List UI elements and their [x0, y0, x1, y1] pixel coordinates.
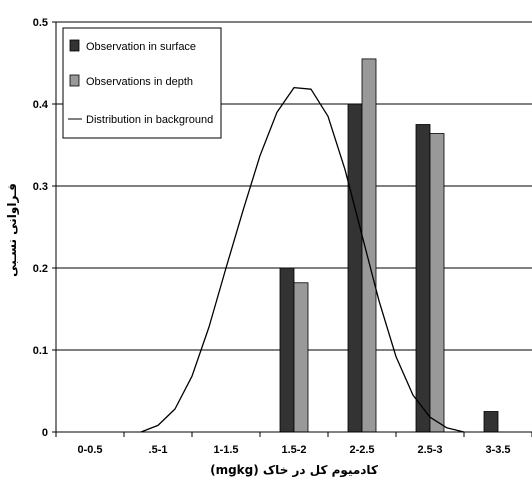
x-tick-label-4: 2-2.5 [349, 444, 374, 456]
y-tick-label-5: 0.5 [33, 17, 48, 29]
legend-label-background: Distribution in background [86, 114, 213, 126]
y-axis-title: فـراوانی نسـبی [5, 183, 20, 277]
background-distribution-curve [140, 86, 465, 433]
axes [52, 21, 532, 437]
y-tick-label-4: 0.4 [33, 99, 49, 111]
legend-label-surface: Observation in surface [86, 41, 196, 53]
y-tick-labels: 0 0.1 0.2 0.3 0.4 0.5 [33, 17, 49, 439]
y-tick-label-1: 0.1 [33, 345, 48, 357]
x-tick-label-0: 0-0.5 [77, 444, 102, 456]
bar-depth-5 [429, 133, 445, 433]
x-tick-label-5: 2.5-3 [417, 444, 442, 456]
bar-surface-4 [347, 103, 363, 433]
bars [279, 58, 499, 433]
y-tick-label-2: 0.2 [33, 263, 48, 275]
legend: Observation in surface Observations in d… [62, 27, 222, 139]
bar-surface-5 [415, 124, 431, 433]
legend-swatch-depth [69, 74, 80, 87]
x-tick-label-6: 3-3.5 [485, 444, 510, 456]
legend-label-depth: Observations in depth [86, 76, 193, 88]
bar-depth-3 [293, 282, 309, 433]
legend-swatch-surface [69, 39, 80, 52]
bar-surface-3 [279, 267, 295, 433]
x-tick-label-3: 1.5-2 [281, 444, 306, 456]
bar-surface-6 [483, 411, 499, 433]
x-tick-labels: 0-0.5 .5-1 1-1.5 1.5-2 2-2.5 2.5-3 3-3.5 [77, 444, 510, 456]
x-tick-label-2: 1-1.5 [213, 444, 238, 456]
x-tick-label-1: .5-1 [149, 444, 168, 456]
legend-box [62, 27, 222, 139]
y-tick-label-3: 0.3 [33, 181, 48, 193]
background-curve-path [140, 86, 465, 433]
x-axis-title: کادمیوم کل در خاک (mgkg) [210, 463, 378, 478]
y-tick-label-0: 0 [42, 427, 48, 439]
